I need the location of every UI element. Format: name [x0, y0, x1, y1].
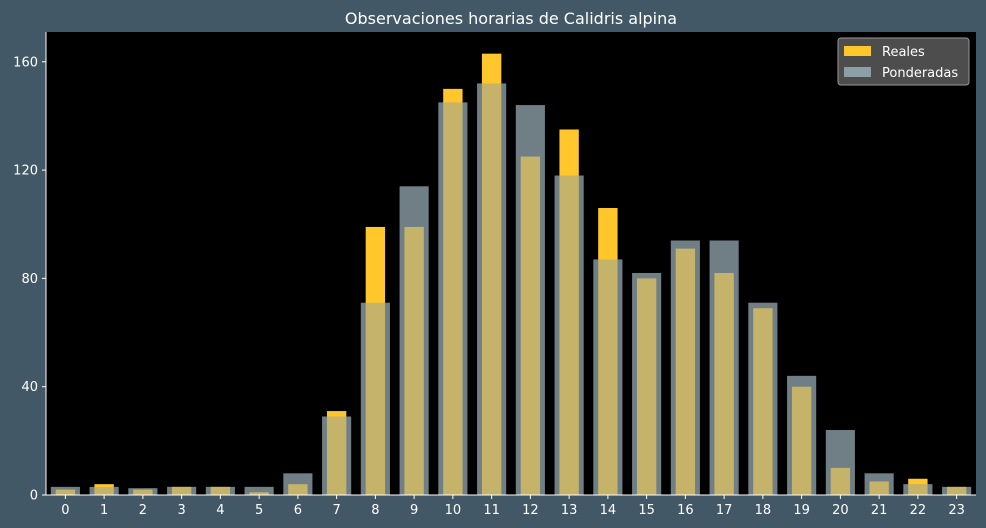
x-tick-label-0: 0	[61, 503, 69, 518]
y-tick-label-80: 80	[21, 272, 38, 287]
bar-weighted-overlay-12	[515, 105, 545, 496]
bar-weighted-overlay-0	[50, 486, 80, 495]
y-tick-label-0: 0	[30, 489, 38, 504]
plot-area	[46, 32, 976, 495]
x-tick-label-18: 18	[755, 503, 772, 518]
x-tick-label-2: 2	[139, 503, 147, 518]
bar-weighted-overlay-2	[128, 488, 158, 495]
legend-label-reales: Reales	[882, 45, 925, 60]
bar-weighted-overlay-7	[322, 416, 352, 495]
bar-weighted-overlay-20	[825, 430, 855, 495]
legend: Reales Ponderadas	[837, 37, 970, 86]
legend-swatch-ponderadas	[844, 67, 871, 77]
x-tick-label-12: 12	[522, 503, 539, 518]
bar-weighted-overlay-1	[89, 486, 119, 495]
bar-weighted-overlay-6	[283, 473, 313, 495]
real-bars	[50, 53, 972, 496]
x-tick-label-20: 20	[832, 503, 849, 518]
y-tick-label-40: 40	[21, 380, 38, 395]
bar-weighted-overlay-18	[748, 302, 778, 495]
bar-weighted-overlay-10	[438, 102, 468, 496]
bar-weighted-overlay-23	[942, 486, 972, 495]
bar-weighted-overlay-13	[554, 175, 584, 495]
axes: 0 1 2 3 4 5 6 7 8 9 10 11 12 13 14 15 16 17 18 19 20 21 22 2304…	[13, 32, 976, 518]
bar-weighted-overlay-19	[787, 375, 817, 495]
legend-swatch-reales	[844, 46, 871, 56]
bar-weighted-overlay-11	[477, 83, 507, 495]
bar-weighted-overlay-8	[360, 302, 390, 495]
x-tick-label-11: 11	[483, 503, 500, 518]
bar-weighted-overlay-4	[205, 486, 235, 495]
legend-label-ponderadas: Ponderadas	[882, 66, 958, 81]
bar-weighted-overlay-17	[709, 240, 739, 495]
bar-weighted-overlay-21	[864, 473, 894, 495]
x-tick-label-22: 22	[910, 503, 927, 518]
bar-weighted-overlay-15	[632, 272, 662, 495]
y-tick-label-120: 120	[13, 164, 38, 179]
bar-weighted-overlay-9	[399, 186, 429, 496]
bar-weighted-overlay-14	[593, 259, 623, 495]
x-tick-label-1: 1	[100, 503, 108, 518]
x-tick-label-7: 7	[332, 503, 340, 518]
x-tick-label-6: 6	[294, 503, 302, 518]
x-tick-label-14: 14	[600, 503, 617, 518]
x-tick-label-17: 17	[716, 503, 733, 518]
x-tick-label-21: 21	[871, 503, 888, 518]
x-tick-label-9: 9	[410, 503, 418, 518]
x-tick-label-23: 23	[948, 503, 965, 518]
x-tick-label-15: 15	[638, 503, 655, 518]
x-tick-label-8: 8	[371, 503, 379, 518]
x-tick-label-19: 19	[793, 503, 810, 518]
bar-weighted-overlay-3	[167, 486, 197, 495]
x-tick-label-10: 10	[445, 503, 462, 518]
bar-weighted-overlay-5	[244, 486, 274, 495]
y-tick-label-160: 160	[13, 55, 38, 70]
chart-title: Observaciones horarias de Calidris alpin…	[345, 9, 677, 28]
x-tick-label-5: 5	[255, 503, 263, 518]
x-tick-label-3: 3	[177, 503, 185, 518]
x-tick-label-4: 4	[216, 503, 224, 518]
bar-weighted-overlay-22	[903, 484, 933, 495]
x-tick-label-13: 13	[561, 503, 578, 518]
bar-weighted-overlay-16	[670, 240, 700, 495]
x-tick-label-16: 16	[677, 503, 694, 518]
